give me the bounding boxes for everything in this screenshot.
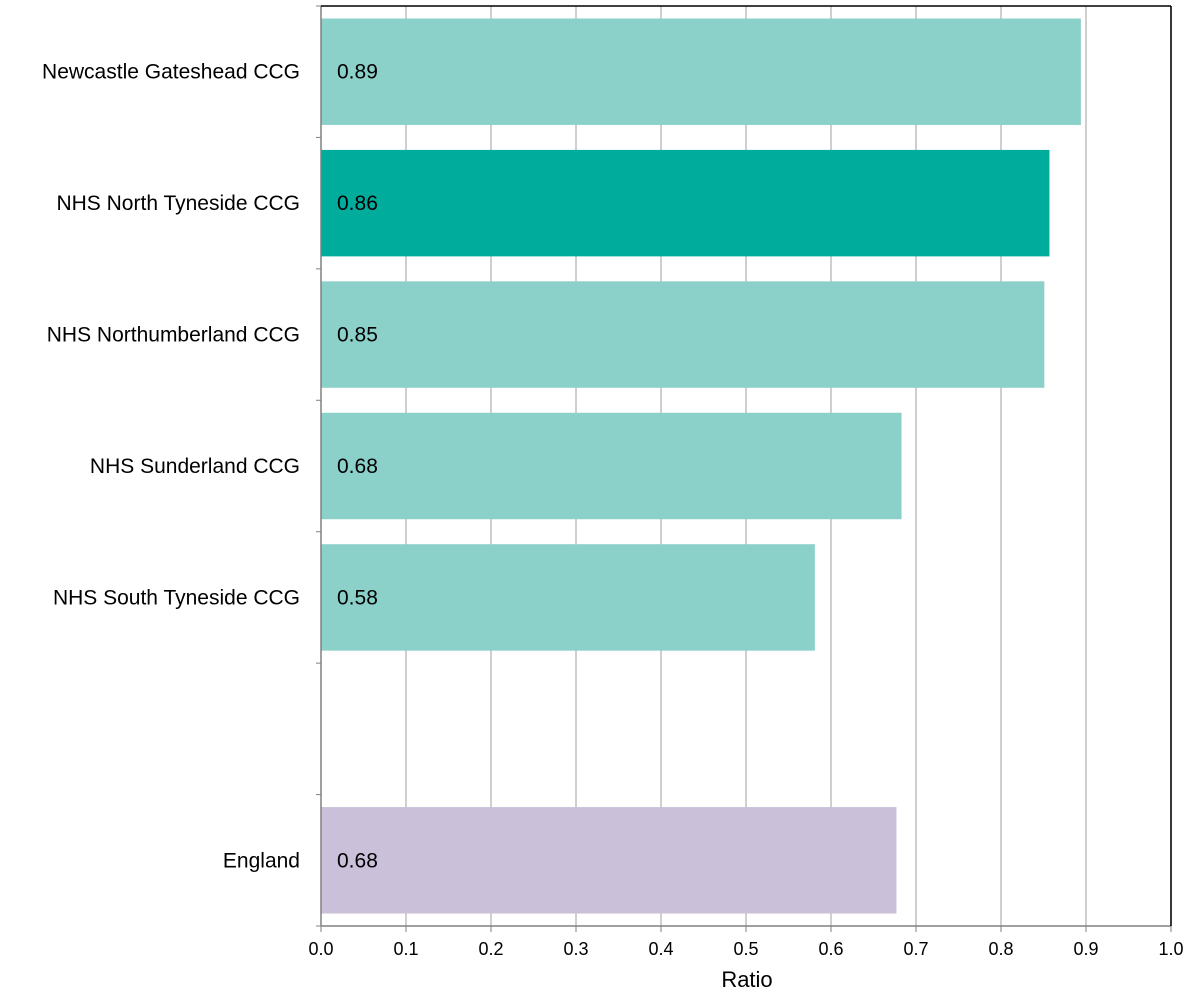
category-label: NHS Northumberland CCG [47,324,300,347]
x-tick-label: 0.5 [733,939,758,959]
category-label: England [223,849,300,872]
data-label: 0.58 [337,586,378,609]
bars [321,18,1081,914]
x-tick-label: 0.0 [308,939,333,959]
category-label: Newcastle Gateshead CCG [42,61,300,84]
x-tick-label: 0.6 [818,939,843,959]
data-label: 0.85 [337,324,378,347]
data-label: 0.89 [337,61,378,84]
bar [321,281,1045,388]
data-label: 0.68 [337,849,378,872]
x-axis-ticks: 0.0 0.1 0.2 0.3 0.4 0.5 0.6 0.7 0.8 0.9 1.0 [308,926,1184,959]
bar [321,18,1081,125]
x-tick-label: 0.1 [393,939,418,959]
x-tick-label: 0.4 [648,939,673,959]
data-label: 0.68 [337,455,378,478]
data-labels: 0.89 0.86 0.85 0.68 0.58 0.68 [337,61,378,873]
bar [321,544,815,651]
bar [321,412,902,520]
category-label: NHS North Tyneside CCG [56,192,300,215]
data-label: 0.86 [337,192,378,215]
x-axis-title: Ratio [721,967,772,992]
category-label: NHS South Tyneside CCG [53,586,300,609]
x-tick-label: 0.8 [988,939,1013,959]
x-tick-label: 1.0 [1158,939,1183,959]
x-tick-label: 0.7 [903,939,928,959]
category-label: NHS Sunderland CCG [90,455,300,478]
x-tick-label: 0.3 [563,939,588,959]
bar [321,149,1050,257]
x-tick-label: 0.9 [1073,939,1098,959]
x-tick-label: 0.2 [478,939,503,959]
category-labels: Newcastle Gateshead CCG NHS North Tynesid… [42,61,300,873]
bar [321,807,897,914]
